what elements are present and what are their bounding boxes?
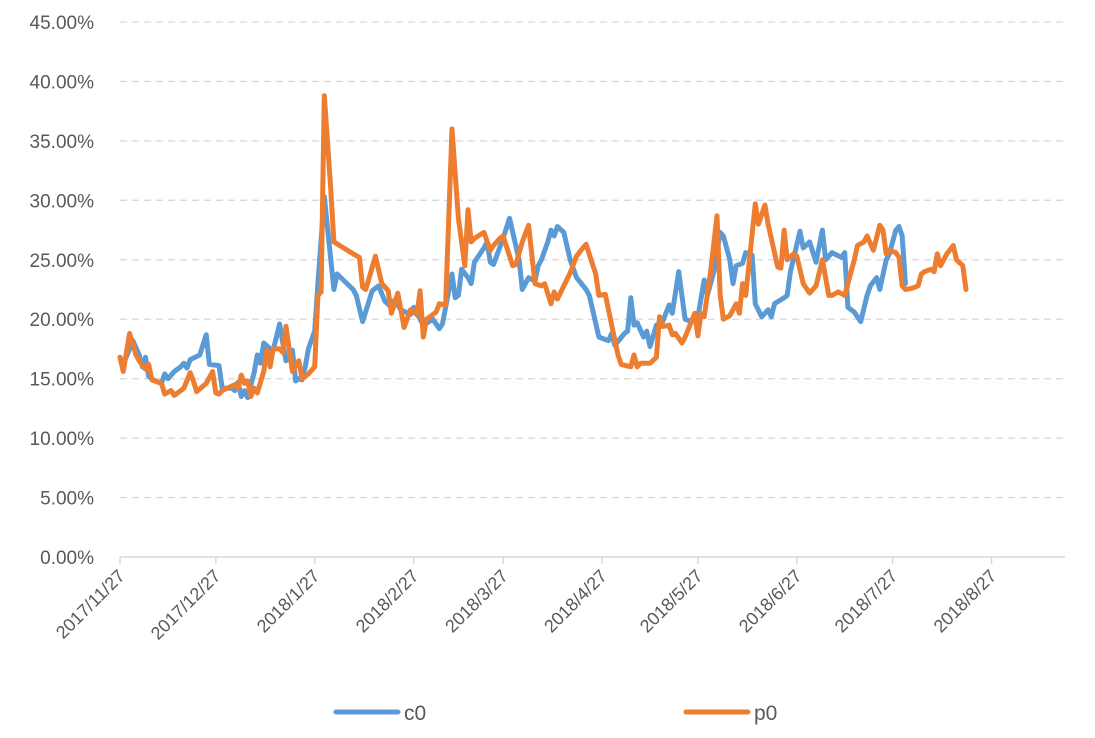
y-tick-label: 35.00% (30, 132, 95, 153)
y-tick-label: 25.00% (30, 251, 95, 272)
x-tick-label: 2018/1/27 (253, 566, 324, 637)
x-tick-label: 2018/6/27 (735, 566, 806, 637)
axes (119, 556, 1065, 564)
legend: c0 p0 (333, 702, 777, 725)
x-tick-label: 2018/5/27 (636, 566, 707, 637)
y-tick-label: 10.00% (30, 429, 95, 450)
y-tick-label: 5.00% (40, 489, 94, 510)
y-tick-label: 0.00% (40, 548, 94, 569)
legend-label-c0: c0 (404, 702, 426, 725)
legend-label-p0: p0 (754, 702, 777, 725)
y-tick-label: 20.00% (30, 310, 95, 331)
x-tick-label: 2017/11/27 (52, 566, 129, 643)
y-tick-label: 15.00% (30, 370, 95, 391)
x-tick-label: 2018/7/27 (831, 566, 902, 637)
y-tick-label: 45.00% (30, 13, 95, 34)
y-axis-tick-labels: 0.00% 5.00% 10.00% 15.00% 20.00% 25.00% 30.00%… (30, 13, 95, 569)
series-line-c0 (117, 194, 908, 401)
x-axis-tick-labels: 2017/11/27 2017/12/27 2018/1/27 2018/2/27 20… (52, 566, 1000, 644)
x-tick-label: 2018/3/27 (441, 566, 512, 637)
x-tick-label: 2018/4/27 (540, 566, 611, 637)
y-tick-label: 40.00% (30, 72, 95, 93)
y-tick-label: 30.00% (30, 191, 95, 212)
x-tick-label: 2017/12/27 (147, 566, 225, 644)
series-line-p0 (117, 93, 969, 399)
x-tick-label: 2018/2/27 (352, 566, 423, 637)
series-lines (117, 93, 969, 401)
x-tick-label: 2018/8/27 (930, 566, 1001, 637)
